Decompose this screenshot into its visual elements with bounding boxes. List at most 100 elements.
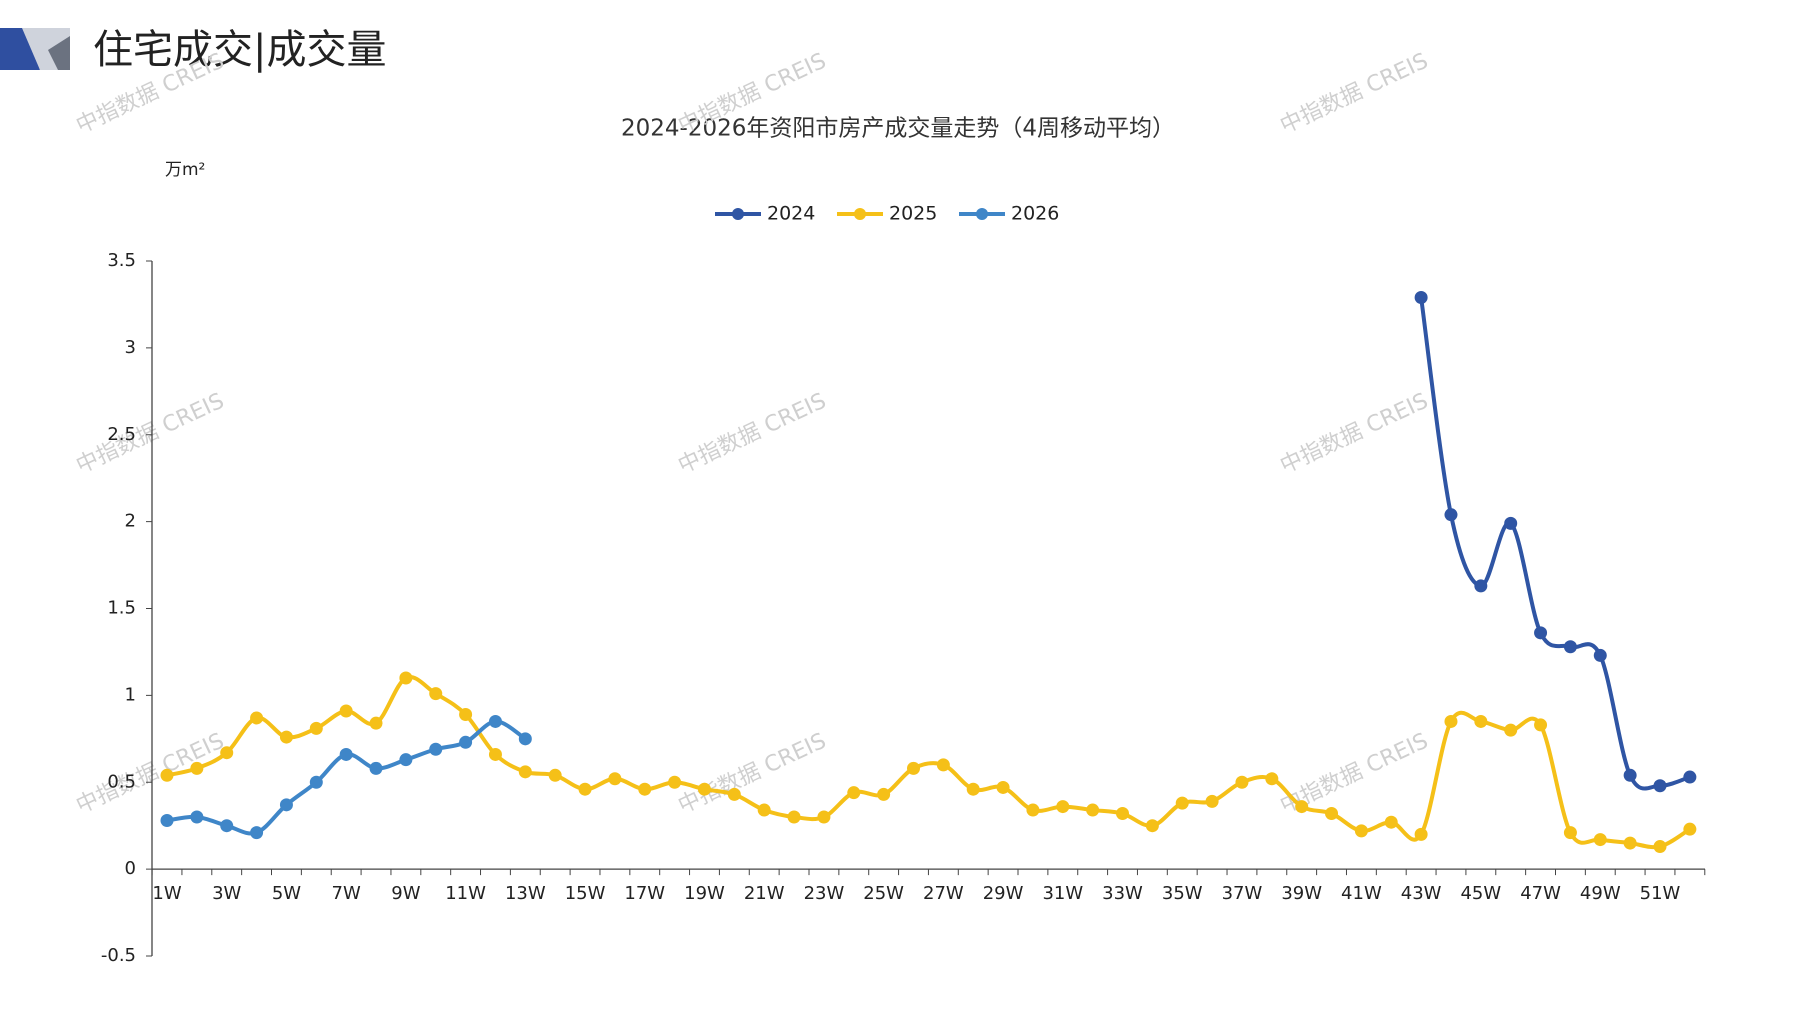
data-point — [1086, 803, 1100, 817]
x-tick-label: 35W — [1162, 883, 1203, 904]
y-tick-label: 1.5 — [107, 598, 136, 619]
legend-label: 2024 — [767, 203, 815, 225]
data-point — [369, 761, 383, 775]
data-point — [488, 747, 502, 761]
data-point — [459, 735, 473, 749]
y-tick-label: 2.5 — [107, 424, 136, 445]
data-point — [190, 810, 204, 824]
data-point — [339, 747, 353, 761]
x-tick-label: 19W — [684, 883, 725, 904]
x-tick-label: 39W — [1281, 883, 1322, 904]
data-point — [1683, 770, 1697, 784]
data-point — [279, 798, 293, 812]
data-point — [727, 787, 741, 801]
x-tick-label: 43W — [1401, 883, 1442, 904]
x-tick-label: 23W — [804, 883, 845, 904]
data-point — [309, 721, 323, 735]
data-point — [1623, 836, 1637, 850]
watermark: 中指数据 CREIS — [73, 389, 229, 479]
data-point — [518, 732, 532, 746]
data-point — [1474, 579, 1488, 593]
data-point — [250, 826, 264, 840]
data-point — [190, 761, 204, 775]
data-point — [757, 803, 771, 817]
data-point — [847, 786, 861, 800]
x-tick-label: 7W — [332, 883, 361, 904]
data-point — [877, 787, 891, 801]
x-tick-label: 15W — [565, 883, 606, 904]
data-point — [1026, 803, 1040, 817]
x-tick-label: 5W — [272, 883, 301, 904]
data-point — [429, 742, 443, 756]
x-tick-label: 51W — [1640, 883, 1681, 904]
x-tick-label: 13W — [505, 883, 546, 904]
data-point — [1325, 807, 1339, 821]
x-tick-label: 47W — [1520, 883, 1561, 904]
x-tick-label: 49W — [1580, 883, 1621, 904]
x-tick-label: 9W — [391, 883, 420, 904]
y-tick-label: 2 — [125, 511, 136, 532]
legend-label: 2025 — [889, 203, 937, 225]
data-point — [548, 768, 562, 782]
page-title: 住宅成交|成交量 — [93, 27, 386, 73]
x-tick-label: 33W — [1102, 883, 1143, 904]
data-point — [309, 775, 323, 789]
x-tick-label: 27W — [923, 883, 964, 904]
data-point — [459, 707, 473, 721]
data-point — [1593, 648, 1607, 662]
y-tick-label: 1 — [125, 684, 136, 705]
data-point — [1295, 800, 1309, 814]
data-point — [399, 671, 413, 685]
y-tick-label: 3.5 — [107, 250, 136, 271]
x-tick-label: 29W — [983, 883, 1024, 904]
data-point — [1474, 714, 1488, 728]
x-tick-label: 41W — [1341, 883, 1382, 904]
y-tick-label: 0.5 — [107, 771, 136, 792]
legend-marker — [732, 208, 744, 220]
data-point — [279, 730, 293, 744]
data-point — [1265, 772, 1279, 786]
data-point — [220, 819, 234, 833]
x-tick-label: 21W — [744, 883, 785, 904]
data-point — [250, 711, 264, 725]
data-point — [966, 782, 980, 796]
legend-marker — [976, 208, 988, 220]
data-point — [220, 746, 234, 760]
data-point — [429, 687, 443, 701]
data-point — [1116, 807, 1130, 821]
x-tick-label: 11W — [445, 883, 486, 904]
data-point — [1205, 794, 1219, 808]
data-point — [1653, 779, 1667, 793]
data-point — [1683, 822, 1697, 836]
data-point — [518, 765, 532, 779]
watermark: 中指数据 CREIS — [1277, 49, 1433, 139]
data-point — [668, 775, 682, 789]
data-point — [369, 716, 383, 730]
watermark: 中指数据 CREIS — [73, 729, 229, 819]
data-point — [1653, 840, 1667, 854]
data-point — [817, 810, 831, 824]
data-point — [907, 761, 920, 775]
data-point — [1235, 775, 1249, 789]
data-point — [787, 810, 801, 824]
y-tick-label: 3 — [125, 337, 136, 358]
y-tick-label: 0 — [125, 858, 136, 879]
watermark: 中指数据 CREIS — [675, 389, 831, 479]
data-point — [608, 772, 622, 786]
chart-title: 2024-2026年资阳市房产成交量走势（4周移动平均） — [621, 116, 1175, 142]
data-point — [578, 782, 592, 796]
data-point — [1534, 626, 1548, 640]
data-point — [1444, 714, 1458, 728]
y-axis-label: 万m² — [165, 160, 205, 180]
data-point — [1504, 723, 1518, 737]
data-point — [996, 780, 1010, 794]
legend-marker — [854, 208, 866, 220]
x-tick-label: 25W — [863, 883, 904, 904]
data-point — [488, 714, 502, 728]
data-point — [1593, 833, 1607, 847]
data-point — [1623, 768, 1637, 782]
data-point — [1504, 516, 1518, 530]
data-point — [1145, 819, 1159, 833]
data-point — [1056, 800, 1070, 814]
